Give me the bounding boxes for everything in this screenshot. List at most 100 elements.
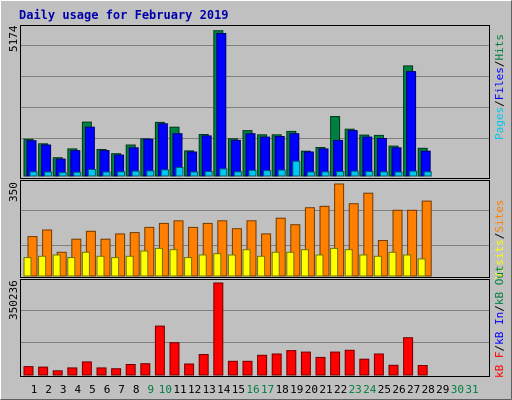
visits-sites-bar <box>115 233 126 277</box>
kbytes-kb-f-bar <box>227 360 238 376</box>
visits-sites-bar <box>348 203 359 277</box>
day-label: 26 <box>392 383 405 396</box>
hits-files-bar <box>41 144 52 177</box>
day-label: 21 <box>319 383 332 396</box>
visits-sites-bar <box>27 236 38 277</box>
legend-pages: Pages <box>493 107 506 140</box>
hits-files-bar <box>347 130 358 177</box>
day-label: 25 <box>378 383 391 396</box>
legend-sep-4: / <box>493 345 506 352</box>
visits-visits-bar <box>403 254 412 277</box>
hits-files-bar <box>362 136 373 177</box>
visits-ymax-label: 350 <box>7 182 20 202</box>
visits-visits-bar <box>300 249 309 277</box>
hits-files-bar <box>26 140 37 177</box>
hits-pages-bar <box>175 167 184 177</box>
day-label: 14 <box>217 383 231 396</box>
day-label: 4 <box>74 383 81 396</box>
hits-pages-bar <box>29 171 38 177</box>
hits-pages-bar <box>102 171 111 177</box>
hits-files-bar <box>157 123 168 177</box>
legend-sep-1: / <box>493 100 506 107</box>
hits-pages-bar <box>321 171 330 177</box>
day-label: 28 <box>422 383 435 396</box>
hits-pages-bar <box>263 170 272 177</box>
visits-visits-bar <box>373 255 382 277</box>
day-label: 29 <box>436 383 449 396</box>
day-label: 13 <box>203 383 216 396</box>
kbytes-kb-f-bar <box>154 325 165 376</box>
legend-visits: Visits <box>493 239 506 279</box>
legend-files: Files <box>493 67 506 100</box>
hits-pages-bar <box>44 171 53 177</box>
visits-visits-bar <box>271 251 280 277</box>
visits-sites-bar <box>261 233 272 277</box>
visits-sites-bar <box>407 209 418 277</box>
day-label: 1 <box>31 383 38 396</box>
hits-pages-bar <box>379 171 388 177</box>
hits-pages-bar <box>365 171 374 177</box>
visits-visits-bar <box>52 254 61 277</box>
legend-sites: Sites <box>493 200 506 233</box>
visits-sites-bar <box>392 209 403 277</box>
day-label: 15 <box>232 383 245 396</box>
kbytes-kb-f-bar <box>140 363 151 376</box>
visits-visits-bar <box>330 247 339 277</box>
day-label: 31 <box>465 383 478 396</box>
hits-pages-bar <box>219 168 228 177</box>
visits-sites-bar <box>363 192 374 277</box>
hits-pages-bar <box>394 171 403 177</box>
kbytes-kb-f-bar <box>286 350 297 376</box>
kbytes-kb-f-bar <box>300 351 311 376</box>
visits-visits-bar <box>286 251 295 277</box>
legend-sep-2: / <box>493 61 506 68</box>
visits-visits-bar <box>67 257 76 277</box>
visits-sites-bar <box>42 229 53 277</box>
day-label: 9 <box>147 383 154 396</box>
day-label: 20 <box>305 383 318 396</box>
hits-files-bar <box>201 135 212 177</box>
kbytes-kb-f-bar <box>417 365 428 376</box>
hits-pages-bar <box>87 169 96 177</box>
hits-pages-bar <box>160 169 169 177</box>
hits-legend: Pages/Files/Hits <box>493 34 506 140</box>
visits-visits-bar <box>388 251 397 277</box>
visits-visits-bar <box>417 258 426 277</box>
kbytes-kb-f-bar <box>67 367 78 376</box>
hits-files-bar <box>230 139 241 177</box>
visits-visits-bar <box>242 249 251 277</box>
kbytes-ymax-label: 350236 <box>7 280 20 320</box>
legend-kbin: kB In <box>493 312 506 345</box>
day-label: 19 <box>290 383 303 396</box>
visits-visits-bar <box>227 254 236 277</box>
day-label: 8 <box>133 383 140 396</box>
chart-title: Daily usage for February 2019 <box>19 8 229 22</box>
day-label: 11 <box>173 383 186 396</box>
day-label: 24 <box>363 383 377 396</box>
kbytes-kb-f-bar <box>330 351 341 376</box>
day-label: 16 <box>246 383 259 396</box>
visits-visits-bar <box>315 254 324 277</box>
hits-pages-bar <box>277 169 286 177</box>
kbytes-kb-f-bar <box>257 354 268 376</box>
kbytes-legend: kB F/kB In/kB Out <box>493 265 506 378</box>
day-label: 3 <box>60 383 67 396</box>
visits-sites-bar <box>290 224 301 277</box>
visits-visits-bar <box>81 251 90 277</box>
visits-visits-bar <box>257 255 266 277</box>
visits-visits-bar <box>23 257 32 277</box>
hits-files-bar <box>406 71 417 177</box>
visits-visits-bar <box>38 255 47 277</box>
hits-pages-bar <box>233 171 242 177</box>
visits-sites-bar <box>246 220 257 277</box>
kbytes-kb-f-bar <box>213 282 224 376</box>
hits-files-bar <box>84 126 95 177</box>
kbytes-kb-f-bar <box>96 367 107 376</box>
visits-visits-bar <box>213 253 222 277</box>
kbytes-kb-f-bar <box>344 349 355 376</box>
visits-sites-bar <box>334 183 345 277</box>
hits-pages-bar <box>409 170 418 177</box>
day-label: 5 <box>89 383 96 396</box>
day-label: 23 <box>349 383 362 396</box>
